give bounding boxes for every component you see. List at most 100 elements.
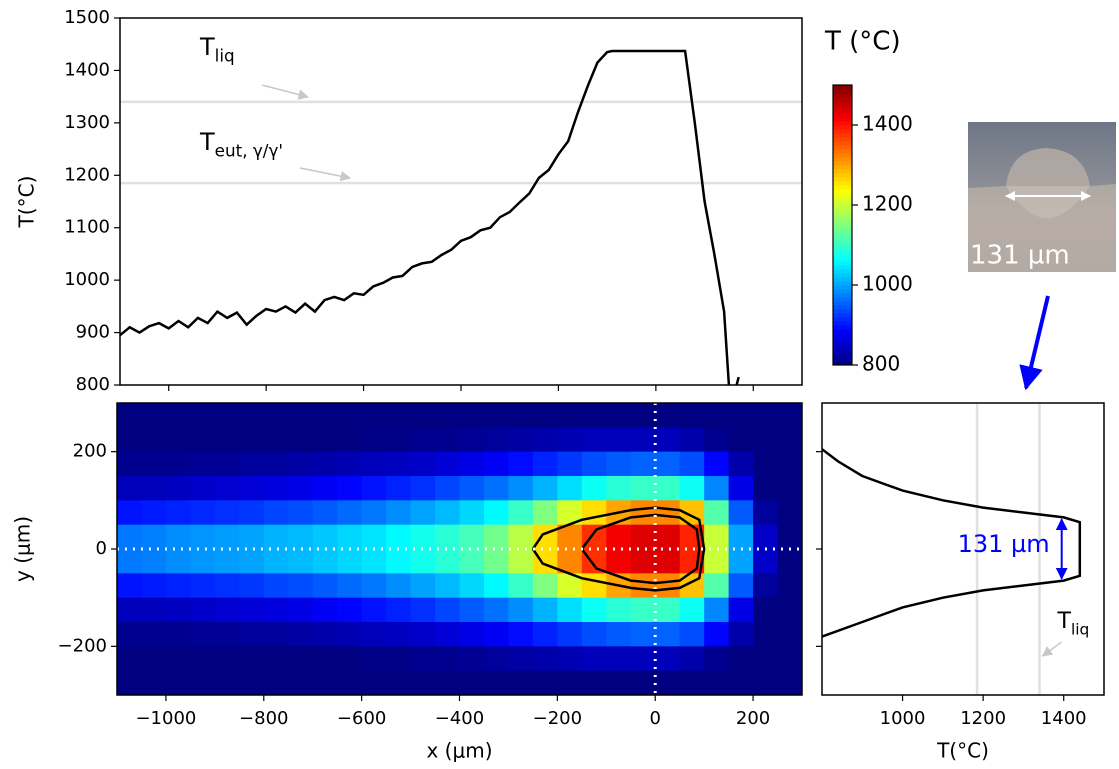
heat-cell — [165, 500, 191, 526]
heat-cell — [777, 500, 803, 526]
heat-cell — [630, 451, 656, 477]
heat-cell — [753, 403, 779, 428]
heat-cell — [165, 670, 191, 696]
heat-cell — [190, 427, 216, 453]
heat-cell — [679, 427, 705, 453]
heat-cell — [679, 597, 705, 623]
colorbar-stripe — [833, 133, 852, 138]
heat-cell — [630, 476, 656, 501]
heat-cell — [753, 476, 779, 501]
heat-cell — [728, 597, 754, 623]
heat-cell — [214, 476, 240, 501]
colorbar-stripe — [833, 297, 852, 302]
heat-cell — [312, 403, 338, 428]
heat-cell — [239, 670, 265, 696]
heat-cell — [263, 476, 289, 501]
heat-cell — [337, 476, 363, 501]
heat-cell — [483, 476, 509, 501]
heat-cell — [263, 451, 289, 477]
heat-cell — [386, 451, 412, 477]
colorbar-stripe — [833, 201, 852, 206]
heat-cell — [386, 646, 412, 672]
heat-cell — [606, 403, 632, 428]
heat-cell — [288, 403, 314, 428]
heat-cell — [459, 451, 485, 477]
colorbar-tick-label: 1000 — [862, 272, 913, 296]
heat-cell — [753, 500, 779, 526]
heat-cell — [753, 622, 779, 647]
x-tick-label: 0 — [649, 708, 660, 729]
heat-cell — [630, 597, 656, 623]
heat-cell — [557, 427, 583, 453]
heat-cell — [532, 646, 558, 672]
heat-cell — [679, 451, 705, 477]
heat-cell — [288, 549, 314, 574]
x-tick-label: −600 — [337, 708, 386, 729]
heat-cell — [508, 403, 534, 428]
colorbar-stripe — [833, 309, 852, 314]
heat-cell — [312, 524, 338, 550]
heat-cell — [728, 500, 754, 526]
colorbar-stripe — [833, 109, 852, 114]
x-tick-label: 1200 — [960, 708, 1006, 729]
heat-cell — [386, 427, 412, 453]
heat-cell — [410, 500, 436, 526]
heat-cell — [214, 451, 240, 477]
heat-cell — [704, 403, 730, 428]
heat-cell — [459, 549, 485, 574]
heat-cell — [410, 403, 436, 428]
heat-cell — [117, 500, 142, 526]
colorbar-stripe — [833, 333, 852, 338]
colorbar-stripe — [833, 173, 852, 178]
colorbar-stripe — [833, 301, 852, 306]
colorbar-stripe — [833, 237, 852, 242]
colorbar-stripe — [833, 293, 852, 298]
heat-cell — [361, 524, 387, 550]
heat-cell — [337, 427, 363, 453]
heat-cell — [606, 549, 632, 574]
colorbar-stripe — [833, 153, 852, 158]
annotation-sub: eut, γ/γ' — [215, 141, 283, 161]
heat-cell — [557, 403, 583, 428]
heat-cell — [777, 597, 803, 623]
heat-cell — [630, 646, 656, 672]
heat-cell — [190, 573, 216, 599]
heat-cell — [483, 549, 509, 574]
heat-cell — [655, 451, 681, 477]
heat-cell — [753, 549, 779, 574]
heat-cell — [679, 646, 705, 672]
heat-cell — [337, 524, 363, 550]
heat-cell — [214, 403, 240, 428]
heat-cell — [288, 670, 314, 696]
heat-cell — [386, 573, 412, 599]
colorbar-stripe — [833, 245, 852, 250]
colorbar-stripe — [833, 345, 852, 350]
heat-cell — [165, 549, 191, 574]
heat-cell — [263, 403, 289, 428]
heat-cell — [581, 646, 607, 672]
y-axis-label: T(°C) — [15, 176, 39, 229]
heat-cell — [753, 427, 779, 453]
heat-cell — [557, 451, 583, 477]
heat-cell — [753, 646, 779, 672]
y-axis-label: y (μm) — [11, 516, 35, 582]
annotation-sub: liq — [1071, 620, 1089, 638]
heat-cell — [557, 597, 583, 623]
colorbar-stripe — [833, 277, 852, 282]
heat-cell — [704, 476, 730, 501]
heat-cell — [581, 427, 607, 453]
heat-cell — [165, 451, 191, 477]
heat-cell — [508, 597, 534, 623]
colorbar-stripe — [833, 125, 852, 130]
heat-cell — [435, 597, 460, 623]
heat-cell — [288, 524, 314, 550]
heat-cell — [630, 524, 656, 550]
colorbar-stripe — [833, 117, 852, 122]
heat-cell — [483, 403, 509, 428]
heat-cell — [214, 670, 240, 696]
heat-cell — [630, 549, 656, 574]
heat-cell — [655, 476, 681, 501]
heat-cell — [435, 476, 460, 501]
colorbar-stripe — [833, 161, 852, 166]
